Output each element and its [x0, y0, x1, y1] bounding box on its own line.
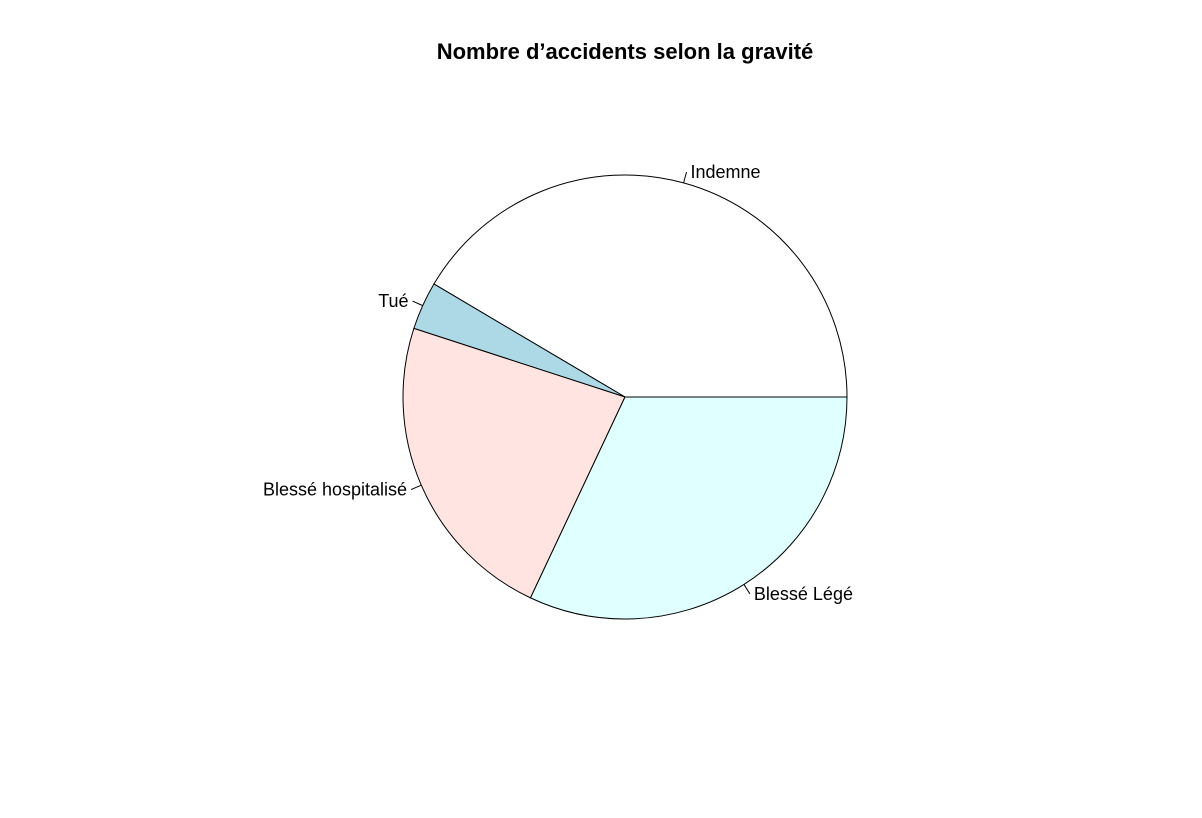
pie-leader-0: [683, 172, 687, 184]
pie-label-1: Tué: [378, 291, 408, 311]
pie-label-0: Indemne: [691, 162, 761, 182]
chart-title: Nombre d’accidents selon la gravité: [437, 39, 814, 64]
pie-slices: [402, 174, 848, 620]
pie-slice-0: [433, 174, 848, 398]
pie-leader-2: [410, 484, 422, 491]
pie-leader-1: [412, 300, 423, 307]
pie-leader-3: [743, 584, 751, 595]
pie-label-2: Blessé hospitalisé: [263, 480, 407, 500]
pie-labels: Indemne Tué Blessé hospitalisé Blessé Légé: [263, 162, 853, 604]
pie-label-3: Blessé Légé: [754, 584, 853, 604]
pie-slice-2: [402, 327, 626, 599]
